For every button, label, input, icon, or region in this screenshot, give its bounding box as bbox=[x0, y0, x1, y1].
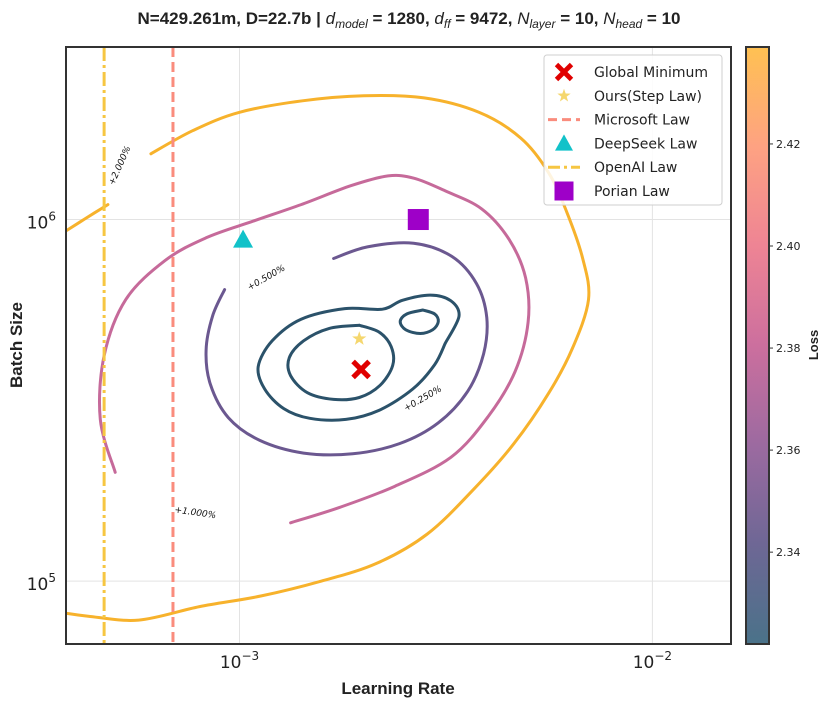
legend-ours-step-law--label: Ours(Step Law) bbox=[594, 89, 702, 105]
legend-deepseek-law-label: DeepSeek Law bbox=[594, 136, 697, 152]
contour-line-1-0 bbox=[204, 241, 489, 457]
chart-title: N=429.261m, D=22.7b | dmodel = 1280, dff… bbox=[138, 9, 681, 31]
x-tick-label-0: 10−3 bbox=[220, 649, 259, 673]
point-global-minimum bbox=[351, 359, 371, 380]
legend-box bbox=[543, 54, 723, 206]
contour-line-2-0 bbox=[98, 173, 531, 525]
legend-global-minimum-label: Global Minimum bbox=[594, 65, 708, 81]
legend-global-minimum-marker-stroke-b bbox=[554, 62, 574, 82]
point-porian-law bbox=[407, 209, 429, 231]
colorbar-tick-label-4: 2.42 bbox=[776, 138, 801, 151]
point-deepseek-law bbox=[233, 229, 254, 248]
contour-line-0-0 bbox=[286, 323, 396, 402]
colorbar-label: Loss bbox=[806, 330, 821, 360]
colorbar-gradient bbox=[746, 47, 769, 644]
axis-ticks: 10−3 10−2 105 106 bbox=[27, 210, 672, 673]
contour-line-3-0 bbox=[66, 203, 110, 233]
legend-deepseek-law-marker bbox=[555, 134, 573, 151]
colorbar-tick-label-2: 2.38 bbox=[776, 342, 801, 355]
legend-global-minimum-marker bbox=[554, 62, 574, 82]
colorbar-tick-label-1: 2.36 bbox=[776, 444, 801, 457]
point-global-minimum-stroke-b bbox=[351, 359, 371, 380]
y-tick-label-1: 106 bbox=[27, 210, 56, 234]
legend-openai-law-label: OpenAI Law bbox=[594, 160, 677, 176]
plot-frame bbox=[65, 46, 732, 645]
point-step-law bbox=[352, 331, 367, 345]
colorbar-tick-label-0: 2.34 bbox=[776, 546, 801, 559]
legend: Global Minimum Ours(Step Law) Microsoft La… bbox=[543, 54, 723, 206]
legend-microsoft-law-label: Microsoft Law bbox=[594, 113, 690, 129]
y-axis-label: Batch Size bbox=[7, 302, 26, 388]
contour-line-0-1 bbox=[398, 308, 440, 335]
y-tick-label-0: 105 bbox=[27, 571, 56, 595]
legend-ours-step-law--marker bbox=[557, 88, 571, 102]
contour-line-3-1 bbox=[66, 93, 591, 622]
x-tick-label-1: 10−2 bbox=[633, 649, 672, 673]
colorbar: 2.34 2.36 2.38 2.40 2.42 Loss bbox=[745, 46, 821, 645]
legend-porian-law-marker bbox=[554, 181, 574, 201]
colorbar-frame bbox=[745, 46, 770, 645]
contour-line-0-2 bbox=[256, 293, 461, 422]
legend-porian-law-label: Porian Law bbox=[594, 184, 670, 200]
x-axis-label: Learning Rate bbox=[341, 679, 454, 698]
colorbar-tick-label-3: 2.40 bbox=[776, 240, 801, 253]
